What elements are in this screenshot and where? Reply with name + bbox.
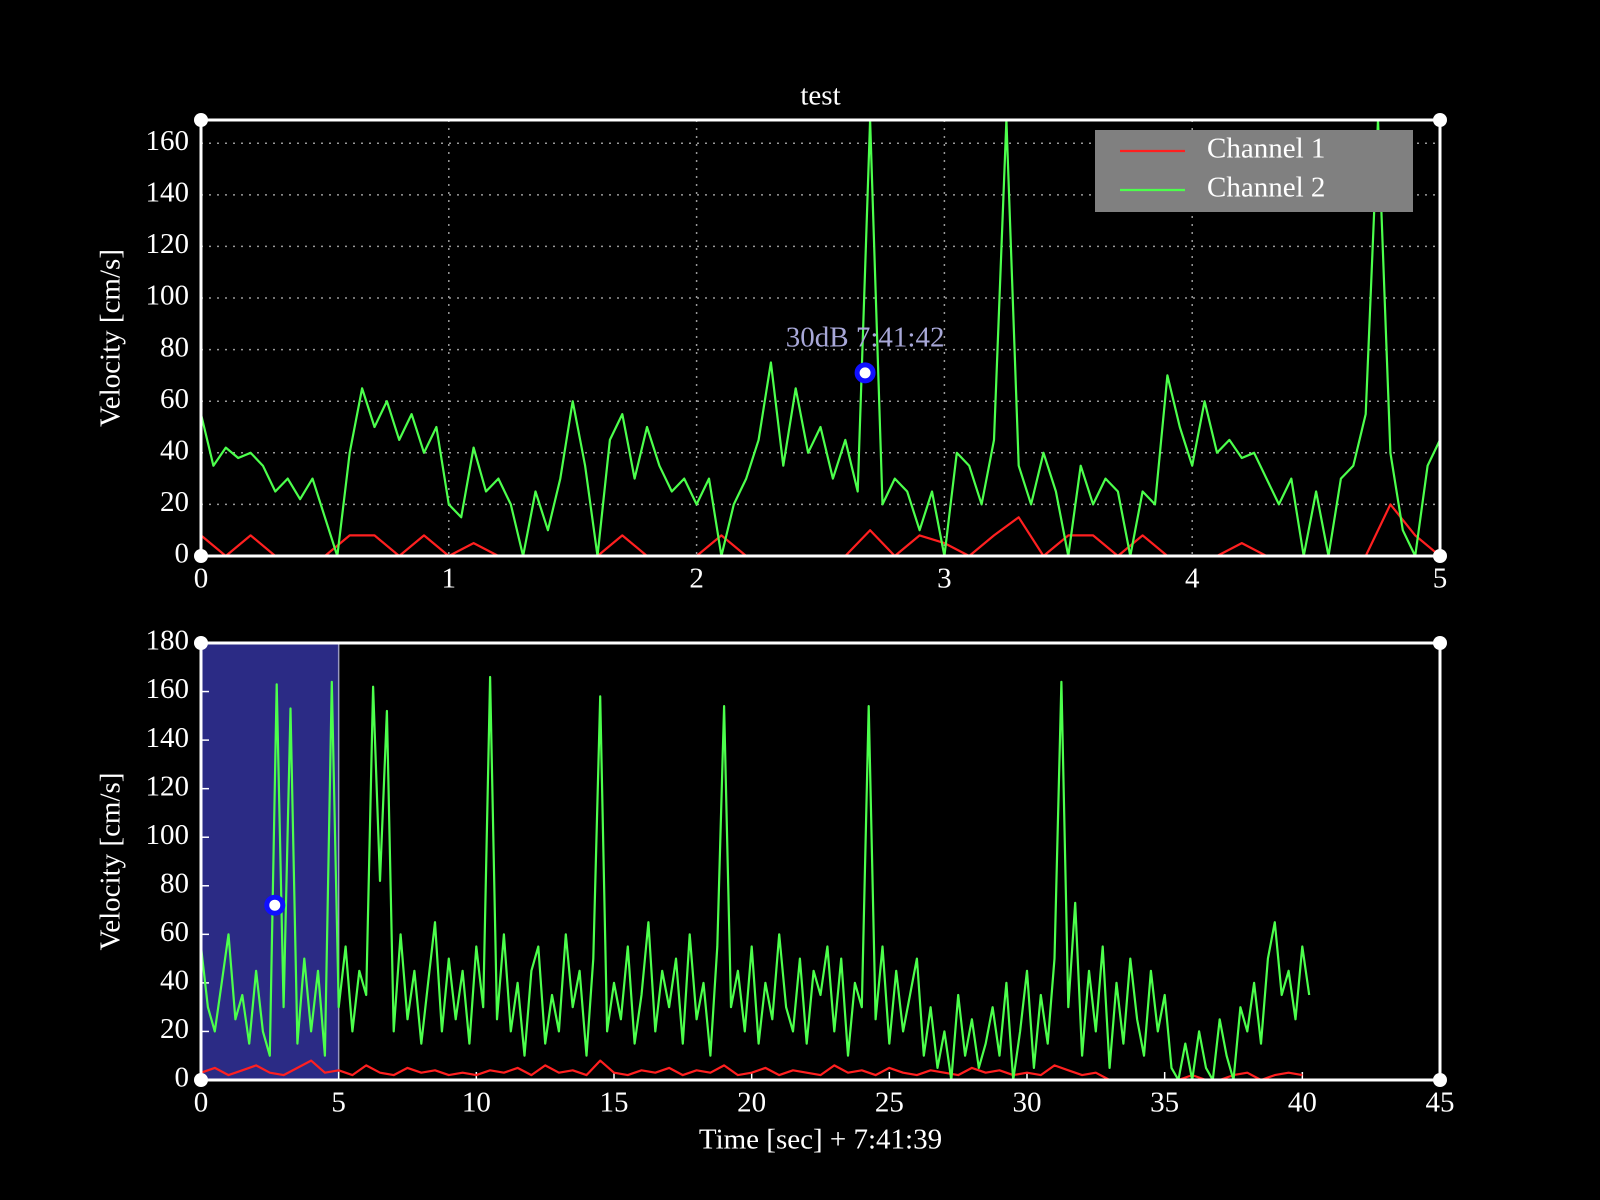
y-tick-label: 180 [146,625,190,657]
y-tick-label: 0 [175,1062,190,1094]
x-axis-label: Time [sec] + 7:41:39 [699,1124,942,1156]
x-tick-label: 15 [600,1087,629,1119]
y-tick-label: 40 [160,965,189,997]
y-tick-label: 60 [160,916,189,948]
x-tick-label: 4 [1185,563,1200,595]
resize-handle[interactable] [1433,549,1447,563]
resize-handle[interactable] [1433,113,1447,127]
y-tick-label: 100 [146,819,190,851]
x-tick-label: 30 [1013,1087,1042,1119]
marker [264,894,286,916]
y-tick-label: 80 [160,867,189,899]
y-tick-label: 60 [160,383,189,415]
data-line [201,118,1440,558]
legend-label: Channel 2 [1207,172,1325,204]
y-tick-label: 100 [146,280,190,312]
x-tick-label: 2 [689,563,704,595]
x-tick-label: 1 [442,563,457,595]
y-tick-label: 0 [175,538,190,570]
resize-handle[interactable] [194,113,208,127]
chart-title: test [800,80,840,112]
x-tick-label: 10 [462,1087,491,1119]
resize-handle[interactable] [194,636,208,650]
x-tick-label: 25 [875,1087,904,1119]
annotation-marker [854,362,876,384]
y-tick-label: 160 [146,673,190,705]
resize-handle[interactable] [1433,636,1447,650]
annotation-text: 30dB 7:41:42 [786,321,945,353]
x-tick-label: 0 [194,563,209,595]
y-tick-label: 20 [160,1013,189,1045]
x-tick-label: 20 [737,1087,766,1119]
x-tick-label: 5 [1433,563,1448,595]
axes-frame [199,641,1442,1082]
legend-box [1095,130,1413,212]
y-axis-label: Velocity [cm/s] [95,773,127,951]
resize-handle[interactable] [194,1073,208,1087]
y-tick-label: 140 [146,176,190,208]
x-tick-label: 40 [1288,1087,1317,1119]
y-axis-label: Velocity [cm/s] [95,249,127,427]
y-tick-label: 40 [160,434,189,466]
x-tick-label: 45 [1426,1087,1455,1119]
y-tick-label: 80 [160,331,189,363]
axes-frame [199,118,1442,558]
resize-handle[interactable] [1433,1073,1447,1087]
y-tick-label: 120 [146,228,190,260]
x-tick-label: 35 [1150,1087,1179,1119]
data-line [201,675,1311,1082]
y-tick-label: 160 [146,125,190,157]
y-tick-label: 20 [160,486,189,518]
y-tick-label: 140 [146,722,190,754]
x-tick-label: 0 [194,1087,209,1119]
y-tick-label: 120 [146,770,190,802]
resize-handle[interactable] [194,549,208,563]
x-tick-label: 3 [937,563,952,595]
legend-label: Channel 1 [1207,133,1325,165]
x-tick-label: 5 [331,1087,346,1119]
